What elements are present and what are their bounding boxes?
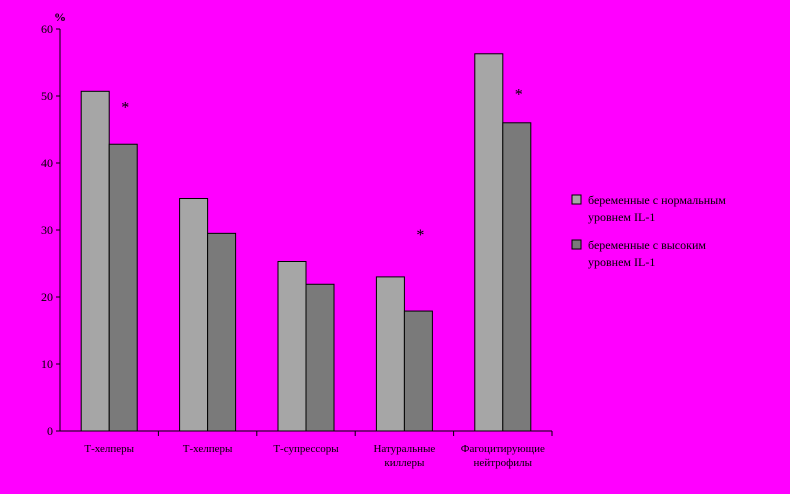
y-tick-label: 10 xyxy=(41,357,53,371)
text-line: Натуральные xyxy=(373,443,435,455)
text-line: нейтрофилы xyxy=(474,457,533,469)
plot-area: 0 10 20 30 40 50 60% Т-хелперы Т-хелперы Т-супрес… xyxy=(41,10,553,469)
significance-marker: * xyxy=(416,227,424,244)
text-line: беременные с нормальным xyxy=(588,193,726,207)
significance-marker: * xyxy=(515,86,523,103)
y-tick-label: 30 xyxy=(41,223,53,237)
bar-series-1-cat-2 xyxy=(305,283,335,432)
category-label: Т-хелперы xyxy=(183,443,233,455)
legend-label-1: беременные с высоким уровнем IL-1 xyxy=(588,238,706,269)
y-tick-label: 0 xyxy=(47,424,53,438)
y-axis-unit: % xyxy=(54,10,66,24)
bar-series-1-cat-1 xyxy=(207,232,237,432)
bar-series-0-cat-1 xyxy=(179,198,209,432)
text-line: уровнем IL-1 xyxy=(588,210,655,224)
text-line: Фагоцитирующие xyxy=(461,443,545,455)
text-line: уровнем IL-1 xyxy=(588,255,655,269)
bar-series-0-cat-3 xyxy=(375,276,405,432)
y-tick-label: 50 xyxy=(41,89,53,103)
bar-series-0-cat-2 xyxy=(277,260,307,432)
legend-swatch-0 xyxy=(571,194,582,205)
text-line: Т-хелперы xyxy=(183,443,233,455)
bar-series-0-cat-4 xyxy=(474,53,504,432)
category-label: Фагоцитирующие нейтрофилы xyxy=(461,443,545,469)
bar-series-0-cat-0 xyxy=(80,90,110,432)
legend-label-0: беременные с нормальным уровнем IL-1 xyxy=(588,193,726,224)
y-tick-label: 60 xyxy=(41,22,53,36)
text-line: Т-супрессоры xyxy=(273,443,339,455)
category-label: Т-супрессоры xyxy=(273,443,339,455)
text-line: беременные с высоким xyxy=(588,238,706,252)
category-label: Т-хелперы xyxy=(84,443,134,455)
bar-series-1-cat-3 xyxy=(403,310,433,432)
legend: беременные с нормальным уровнем IL-1берем… xyxy=(571,193,726,269)
bar-series-1-cat-0 xyxy=(108,143,138,432)
y-tick-label: 20 xyxy=(41,290,53,304)
category-label: Натуральные киллеры xyxy=(373,443,435,469)
text-line: Т-хелперы xyxy=(84,443,134,455)
significance-marker: * xyxy=(121,100,129,117)
bar-series-1-cat-4 xyxy=(502,122,532,432)
y-tick-label: 40 xyxy=(41,156,53,170)
legend-swatch-1 xyxy=(571,239,582,250)
text-line: киллеры xyxy=(384,457,425,469)
